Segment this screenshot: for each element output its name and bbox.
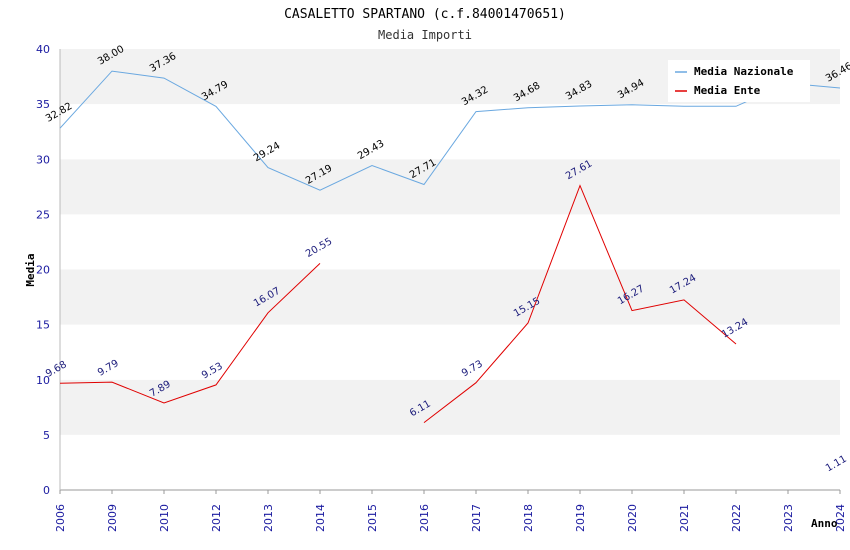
x-tick-label: 2010 — [158, 504, 171, 532]
y-tick-label: 5 — [43, 429, 50, 442]
x-tick-label: 2022 — [730, 504, 743, 532]
x-tick-label: 2017 — [470, 504, 483, 532]
y-tick-label: 25 — [36, 208, 50, 221]
x-tick-label: 2006 — [54, 504, 67, 532]
y-tick-label: 10 — [36, 374, 50, 387]
band-15 — [60, 269, 840, 325]
x-tick-label: 2024 — [834, 504, 847, 532]
x-tick-label: 2016 — [418, 504, 431, 532]
chart-subtitle: Media Importi — [378, 28, 472, 42]
x-tick-label: 2023 — [782, 504, 795, 532]
y-axis-ticks: 0 5 10 15 20 25 30 35 40 — [36, 43, 50, 497]
legend-label-ente: Media Ente — [694, 84, 761, 97]
x-axis-ticks: 2006 2009 2010 2012 2013 2014 2015 2016 2017 2018… — [54, 490, 847, 532]
legend: Media Nazionale Media Ente — [668, 60, 810, 102]
x-tick-label: 2009 — [106, 504, 119, 532]
y-axis-label: Media — [24, 253, 37, 286]
y-tick-label: 15 — [36, 319, 50, 332]
x-tick-label: 2020 — [626, 504, 639, 532]
series-line-nazionale — [59, 70, 841, 191]
band-10 — [60, 324, 840, 380]
band-30 — [60, 104, 840, 160]
y-tick-label: 40 — [36, 43, 50, 56]
legend-box — [668, 60, 810, 102]
band-20 — [60, 214, 840, 270]
y-tick-label: 30 — [36, 153, 50, 166]
x-tick-label: 2018 — [522, 504, 535, 532]
background-bands — [60, 49, 840, 490]
y-tick-label: 20 — [36, 264, 50, 277]
legend-label-nazionale: Media Nazionale — [694, 65, 794, 78]
x-tick-label: 2012 — [210, 504, 223, 532]
chart-title: CASALETTO SPARTANO (c.f.84001470651) — [284, 7, 566, 22]
x-tick-label: 2019 — [574, 504, 587, 532]
band-5 — [60, 379, 840, 435]
band-0 — [60, 434, 840, 490]
y-tick-label: 35 — [36, 98, 50, 111]
y-tick-label: 0 — [43, 484, 50, 497]
x-tick-label: 2021 — [678, 504, 691, 532]
x-tick-label: 2014 — [314, 504, 327, 532]
x-axis-label: Anno — [811, 517, 838, 530]
x-tick-label: 2015 — [366, 504, 379, 532]
band-25 — [60, 159, 840, 215]
x-tick-label: 2013 — [262, 504, 275, 532]
series-lines — [59, 70, 841, 478]
